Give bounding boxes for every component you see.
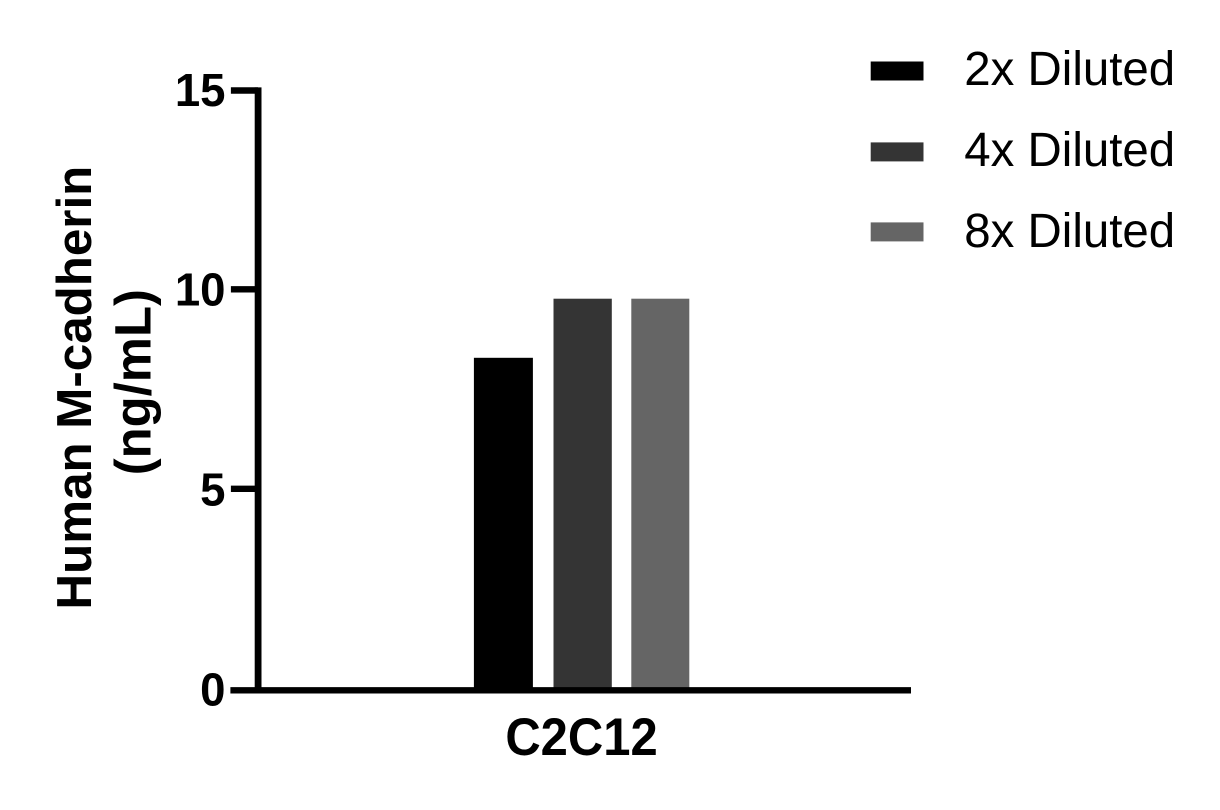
svg-text:C2C12: C2C12 [505, 707, 657, 766]
svg-text:8x Diluted: 8x Diluted [964, 204, 1175, 258]
svg-text:10: 10 [175, 263, 226, 316]
svg-text:15: 15 [175, 63, 226, 116]
svg-text:5: 5 [200, 463, 225, 516]
svg-text:Human M-cadherin: Human M-cadherin [47, 166, 102, 610]
svg-text:0: 0 [200, 663, 225, 716]
svg-text:(ng/mL): (ng/mL) [105, 289, 162, 475]
svg-text:4x Diluted: 4x Diluted [964, 123, 1175, 177]
svg-text:2x Diluted: 2x Diluted [964, 43, 1175, 97]
